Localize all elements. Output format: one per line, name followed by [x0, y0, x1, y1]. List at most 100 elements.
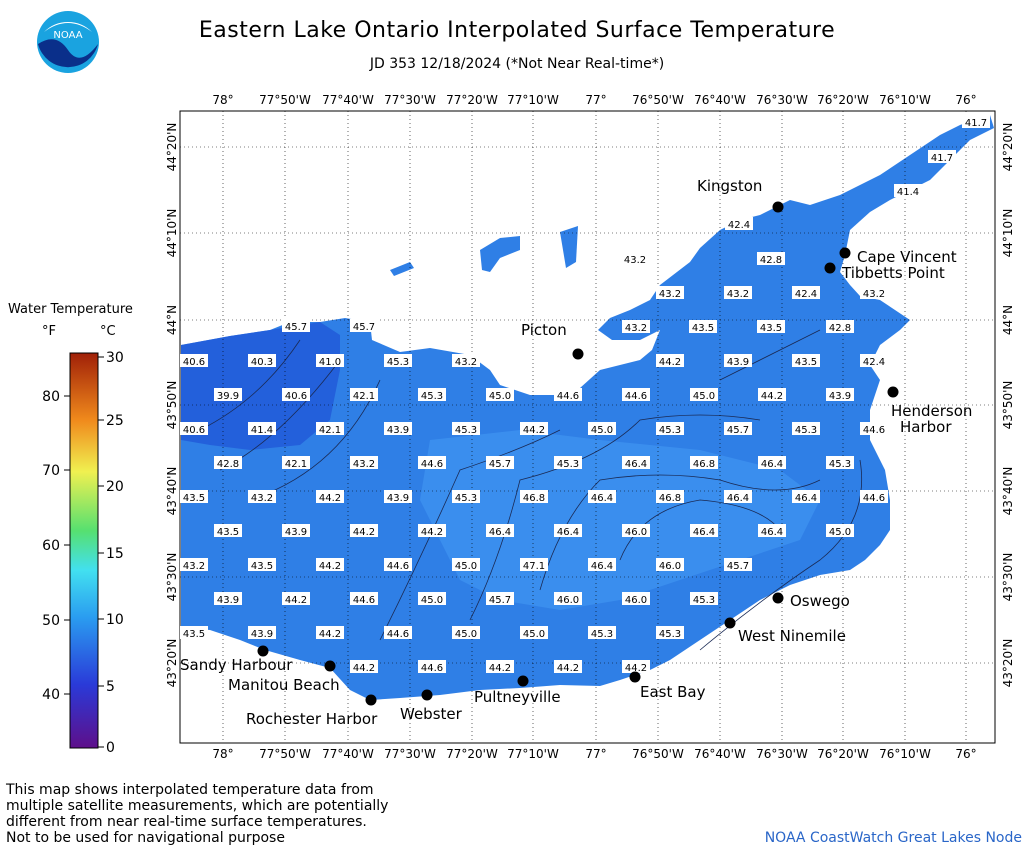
svg-text:45.3: 45.3	[659, 629, 681, 640]
temperature-label: 42.4	[792, 286, 820, 300]
svg-text:44.2: 44.2	[421, 527, 443, 538]
svg-text:45.3: 45.3	[795, 425, 817, 436]
svg-text:45.7: 45.7	[727, 561, 749, 572]
svg-text:45.3: 45.3	[829, 459, 851, 470]
legend-unit-f: °F	[42, 324, 56, 339]
svg-text:41.4: 41.4	[251, 425, 273, 436]
temperature-label: 46.8	[690, 456, 718, 470]
svg-text:44.6: 44.6	[387, 561, 409, 572]
temperature-label: 46.4	[690, 524, 718, 538]
longitude-label: 78°	[212, 93, 233, 107]
svg-text:41.7: 41.7	[965, 118, 987, 129]
svg-text:41.4: 41.4	[897, 187, 919, 198]
longitude-label: 76°40'W	[694, 93, 746, 107]
temperature-label: 43.9	[214, 592, 242, 606]
longitude-label: 77°40'W	[322, 93, 374, 107]
svg-text:43.2: 43.2	[251, 493, 273, 504]
svg-text:43.2: 43.2	[624, 255, 646, 266]
temperature-label: 45.7	[350, 319, 378, 333]
temperature-label: 44.2	[486, 660, 514, 674]
temperature-label: 43.2	[350, 456, 378, 470]
temperature-label: 43.5	[757, 320, 785, 334]
north-inlet	[480, 236, 520, 272]
temperature-label: 46.0	[622, 524, 650, 538]
svg-text:44.6: 44.6	[353, 595, 375, 606]
svg-text:41.7: 41.7	[931, 153, 953, 164]
temperature-label: 46.0	[656, 558, 684, 572]
svg-text:44.2: 44.2	[353, 663, 375, 674]
temperature-label: 43.5	[180, 490, 208, 504]
temperature-label: 43.9	[384, 490, 412, 504]
svg-text:44.2: 44.2	[523, 425, 545, 436]
temperature-label: 43.5	[180, 626, 208, 640]
svg-text:44.6: 44.6	[863, 425, 885, 436]
longitude-label: 76°	[955, 747, 976, 761]
temperature-label: 42.1	[350, 388, 378, 402]
svg-text:45.3: 45.3	[387, 357, 409, 368]
svg-text:47.1: 47.1	[523, 561, 545, 572]
place-dot	[839, 247, 851, 259]
svg-text:46.4: 46.4	[693, 527, 715, 538]
longitude-label: 77°20'W	[446, 747, 498, 761]
latitude-label: 43°50'N	[165, 381, 179, 430]
temperature-label: 46.4	[486, 524, 514, 538]
svg-text:45.0: 45.0	[829, 527, 851, 538]
temperature-label: 45.3	[452, 490, 480, 504]
longitude-label: 76°20'W	[817, 93, 869, 107]
legend-c-label: 0	[106, 740, 115, 755]
svg-text:43.2: 43.2	[353, 459, 375, 470]
temperature-label: 43.9	[384, 422, 412, 436]
svg-text:43.5: 43.5	[183, 629, 205, 640]
svg-text:45.0: 45.0	[421, 595, 443, 606]
svg-text:44.6: 44.6	[863, 493, 885, 504]
place-dot	[824, 262, 836, 274]
latitude-label: 43°20'N	[1001, 639, 1015, 688]
legend-c-label: 5	[106, 679, 115, 695]
svg-text:39.9: 39.9	[217, 391, 239, 402]
svg-text:46.8: 46.8	[659, 493, 681, 504]
place-name: Cape Vincent	[857, 248, 957, 266]
temperature-label: 44.6	[418, 660, 446, 674]
temperature-label: 46.4	[792, 490, 820, 504]
longitude-label: 77°20'W	[446, 93, 498, 107]
svg-text:44.6: 44.6	[625, 391, 647, 402]
svg-text:45.3: 45.3	[557, 459, 579, 470]
temperature-label: 41.4	[894, 184, 922, 198]
svg-text:45.7: 45.7	[489, 459, 511, 470]
longitude-label: 76°20'W	[817, 747, 869, 761]
place-dot	[517, 675, 529, 687]
longitude-label: 78°	[212, 747, 233, 761]
longitude-label: 77°50'W	[259, 93, 311, 107]
svg-text:45.7: 45.7	[353, 322, 375, 333]
place-name: Pultneyville	[474, 688, 561, 706]
temperature-label: 46.4	[554, 524, 582, 538]
temperature-label: 45.3	[452, 422, 480, 436]
place-name: Oswego	[790, 592, 850, 610]
svg-text:44.6: 44.6	[387, 629, 409, 640]
svg-text:44.2: 44.2	[489, 663, 511, 674]
temperature-label: 44.6	[860, 490, 888, 504]
svg-text:42.1: 42.1	[353, 391, 375, 402]
temperature-label: 45.0	[520, 626, 548, 640]
temperature-label: 43.2	[622, 320, 650, 334]
svg-text:42.1: 42.1	[285, 459, 307, 470]
svg-text:44.2: 44.2	[319, 629, 341, 640]
svg-text:40.6: 40.6	[183, 357, 205, 368]
place-name: Henderson	[891, 402, 972, 420]
place-dot	[421, 689, 433, 701]
svg-text:43.5: 43.5	[692, 323, 714, 334]
place-name: Picton	[521, 321, 567, 339]
temperature-label: 40.3	[248, 354, 276, 368]
temperature-label: 45.0	[588, 422, 616, 436]
lake-ontario-water	[181, 115, 994, 700]
svg-text:45.3: 45.3	[455, 493, 477, 504]
svg-text:45.3: 45.3	[455, 425, 477, 436]
svg-text:42.4: 42.4	[795, 289, 817, 300]
temperature-label: 44.2	[282, 592, 310, 606]
temperature-label: 46.4	[758, 524, 786, 538]
temperature-label: 45.7	[486, 456, 514, 470]
temperature-label: 43.5	[214, 524, 242, 538]
temperature-label: 45.7	[724, 558, 752, 572]
latitude-label: 43°30'N	[1001, 553, 1015, 602]
